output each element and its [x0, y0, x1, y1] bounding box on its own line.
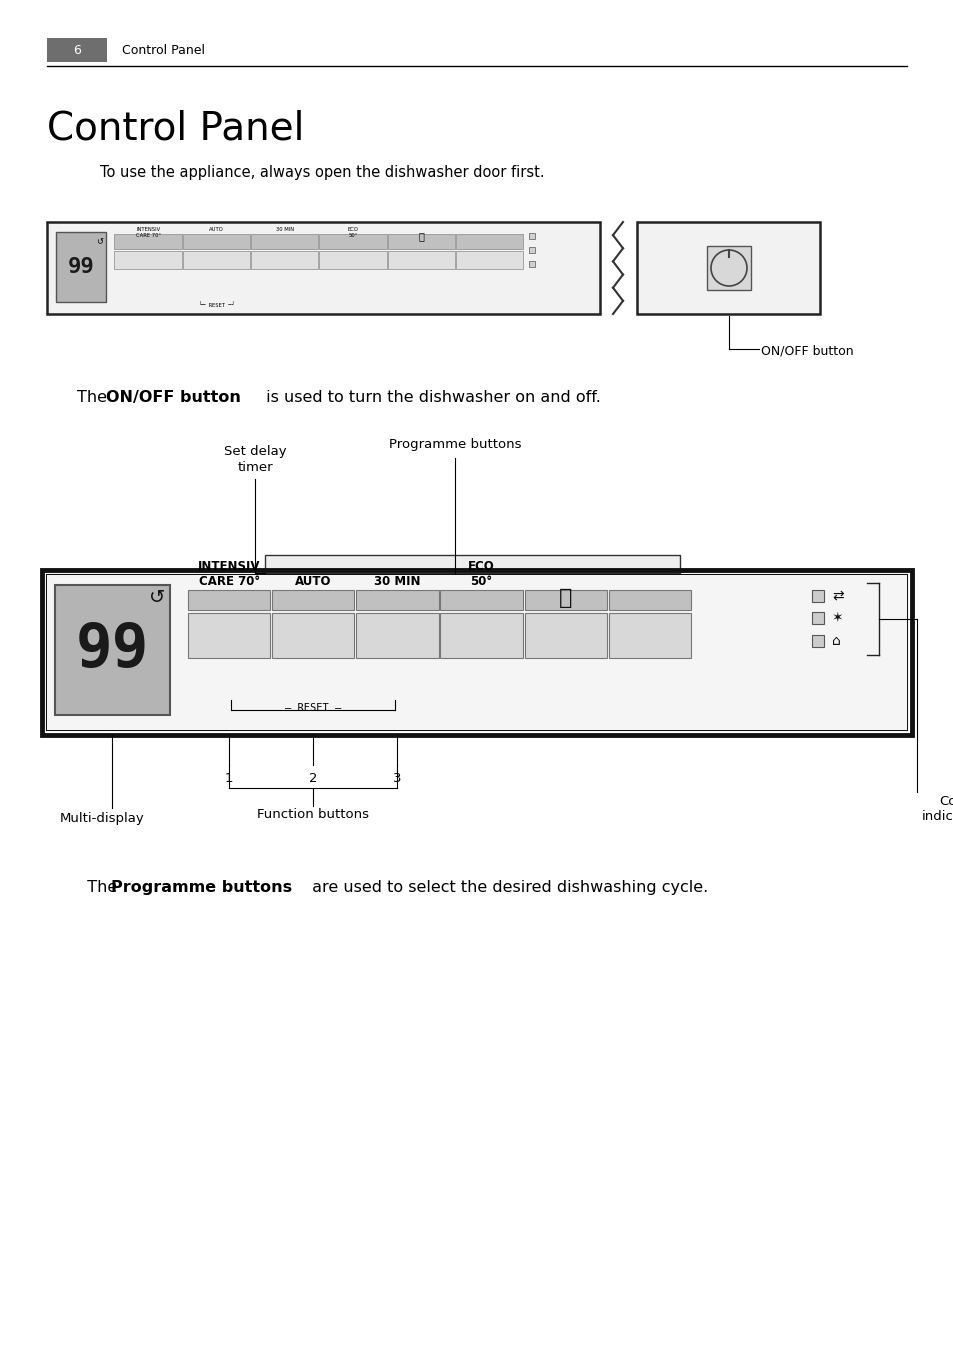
Bar	[388, 251, 455, 269]
Bar	[319, 234, 386, 249]
Text: INTENSIV
CARE 70°: INTENSIV CARE 70°	[197, 560, 260, 588]
Bar	[56, 233, 106, 301]
Text: ON/OFF button: ON/OFF button	[106, 389, 240, 406]
Text: ↺: ↺	[149, 588, 165, 607]
Text: 2: 2	[309, 772, 317, 786]
Bar	[811, 635, 823, 648]
Bar	[608, 589, 690, 610]
Text: 1: 1	[225, 772, 233, 786]
Bar	[440, 612, 522, 658]
Bar	[114, 251, 182, 269]
Bar	[251, 234, 318, 249]
Text: └─ RESET ─┘: └─ RESET ─┘	[198, 301, 234, 308]
Bar	[188, 589, 270, 610]
Bar	[529, 233, 535, 239]
Text: ↺: ↺	[96, 238, 103, 246]
Text: ✶: ✶	[831, 611, 842, 625]
Text: The: The	[77, 880, 122, 895]
Text: 99: 99	[68, 257, 94, 277]
Text: Programme buttons: Programme buttons	[388, 438, 520, 452]
Bar	[811, 612, 823, 625]
Text: AUTO: AUTO	[209, 227, 224, 233]
Text: The: The	[77, 389, 112, 406]
Bar	[529, 247, 535, 253]
Text: ⇄: ⇄	[831, 589, 842, 603]
Text: INTENSIV
CARE 70°: INTENSIV CARE 70°	[135, 227, 160, 238]
Bar	[388, 234, 455, 249]
Bar	[319, 251, 386, 269]
Text: is used to turn the dishwasher on and off.: is used to turn the dishwasher on and of…	[261, 389, 600, 406]
Bar	[524, 612, 606, 658]
Text: 3: 3	[393, 772, 401, 786]
Text: Programme buttons: Programme buttons	[111, 880, 292, 895]
Bar	[114, 234, 182, 249]
Bar	[47, 575, 906, 730]
Text: ECO
50°: ECO 50°	[347, 227, 358, 238]
Bar	[608, 612, 690, 658]
Bar	[356, 589, 438, 610]
Text: Multi-display: Multi-display	[60, 813, 145, 825]
Bar	[55, 585, 170, 715]
Text: ⦾: ⦾	[558, 588, 572, 608]
Bar	[440, 589, 522, 610]
Bar	[265, 556, 679, 573]
Bar	[356, 612, 438, 658]
Text: are used to select the desired dishwashing cycle.: are used to select the desired dishwashi…	[307, 880, 707, 895]
Text: Control Panel: Control Panel	[122, 43, 205, 57]
Text: 30 MIN: 30 MIN	[275, 227, 294, 233]
Bar	[188, 612, 270, 658]
Text: Function buttons: Function buttons	[257, 808, 369, 821]
Bar	[529, 261, 535, 266]
Bar	[47, 575, 906, 730]
Text: ⌂: ⌂	[831, 634, 840, 648]
Bar	[456, 234, 523, 249]
Bar	[456, 251, 523, 269]
Bar	[251, 251, 318, 269]
Text: 6: 6	[73, 43, 81, 57]
Text: ON/OFF button: ON/OFF button	[760, 343, 853, 357]
Text: Set delay: Set delay	[223, 445, 286, 458]
Bar	[811, 589, 823, 602]
Text: 99: 99	[75, 621, 149, 680]
Bar	[524, 589, 606, 610]
Text: Control
indicators: Control indicators	[921, 795, 953, 823]
Bar	[47, 222, 599, 314]
Bar	[42, 571, 911, 735]
Text: ⦾: ⦾	[418, 231, 424, 241]
Bar	[706, 246, 750, 289]
Text: AUTO: AUTO	[294, 575, 331, 588]
Text: timer: timer	[237, 461, 273, 475]
Bar	[272, 612, 354, 658]
Bar	[183, 251, 250, 269]
Bar	[272, 589, 354, 610]
Text: 30 MIN: 30 MIN	[374, 575, 420, 588]
Text: To use the appliance, always open the dishwasher door first.: To use the appliance, always open the di…	[100, 165, 544, 180]
Bar	[183, 234, 250, 249]
Bar	[47, 38, 107, 62]
Text: ECO
50°: ECO 50°	[468, 560, 495, 588]
Bar	[637, 222, 820, 314]
Text: Control Panel: Control Panel	[47, 110, 304, 147]
Text: — RESET —: — RESET —	[285, 703, 341, 713]
